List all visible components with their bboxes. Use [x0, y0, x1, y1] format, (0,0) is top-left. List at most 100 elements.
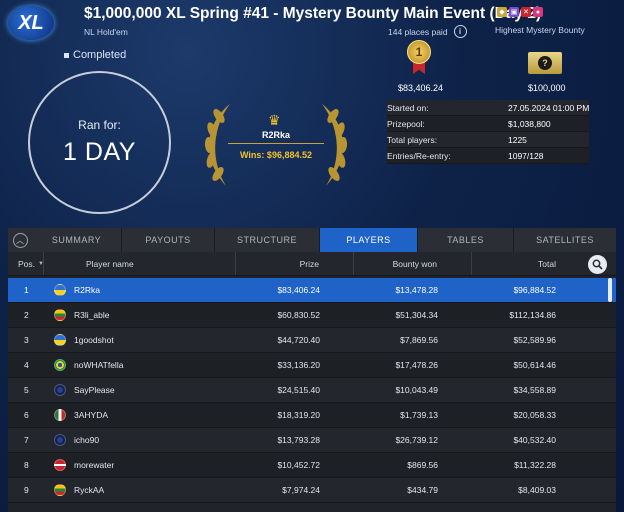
player-total: $34,558.89	[513, 385, 556, 395]
table-row[interactable]: 3 1goodshot $44,720.40 $7,869.56 $52,589.96	[8, 328, 616, 353]
ran-for-label: Ran for:	[78, 118, 121, 132]
winner-divider	[228, 143, 324, 144]
col-total[interactable]: Total	[538, 258, 556, 269]
player-total: $96,884.52	[513, 285, 556, 295]
bounty-icon: ◆	[497, 7, 507, 17]
lobby-tabs: ︿ SUMMARY PAYOUTS STRUCTURE PLAYERS TABL…	[8, 228, 616, 252]
tab-satellites[interactable]: SATELLITES	[536, 235, 594, 245]
winner-badge: ♛ R2Rka Wins: $96,884.52	[192, 96, 360, 192]
places-paid-label: 144 places paid	[388, 26, 448, 37]
player-name-cell: 1goodshot	[44, 328, 236, 352]
tab-players[interactable]: PLAYERS	[320, 228, 418, 252]
player-total: $50,614.46	[513, 360, 556, 370]
player-bounty: $13,478.28	[395, 285, 438, 295]
places-paid: 144 places paid i	[388, 25, 467, 38]
player-position: 8	[24, 460, 29, 470]
country-flag-icon	[54, 384, 66, 396]
chevron-up-icon: ︿	[12, 232, 28, 248]
player-name-cell: SayPlease	[44, 378, 236, 402]
player-total: $8,409.03	[518, 485, 556, 495]
player-prize: $60,830.52	[277, 310, 320, 320]
player-prize: $33,136.20	[277, 360, 320, 370]
player-prize: $24,515.40	[277, 385, 320, 395]
mystery-bounty-envelope-icon: ?	[528, 52, 562, 74]
country-flag-icon	[54, 434, 66, 446]
player-name-cell: R3li_able	[44, 303, 236, 327]
player-name: 3AHYDA	[74, 410, 109, 420]
laurel-wreath-icon	[204, 104, 348, 186]
search-icon	[592, 259, 603, 270]
stat-row: Prizepool: $1,038,800	[387, 116, 590, 132]
collapse-toggle[interactable]: ︿	[8, 228, 32, 252]
player-total: $11,322.28	[514, 460, 556, 470]
mystery-bounty-value: $100,000	[528, 83, 566, 93]
player-total: $52,589.96	[513, 335, 556, 345]
tournament-feature-icons: ◆ ▣ ✕ ●	[497, 7, 543, 17]
country-flag-icon	[54, 309, 66, 321]
search-button[interactable]	[588, 255, 607, 274]
col-player-name[interactable]: Player name	[44, 252, 236, 275]
winner-name: R2Rka	[261, 130, 290, 140]
highest-mystery-bounty-label: Highest Mystery Bounty	[495, 25, 585, 35]
table-row[interactable]: 5 SayPlease $24,515.40 $10,043.49 $34,558.89	[8, 378, 616, 403]
tab-payouts[interactable]: PAYOUTS	[122, 228, 215, 252]
duration-ring: Ran for: 1 DAY	[28, 71, 171, 214]
player-name: noWHATfella	[74, 360, 124, 370]
stat-row: Started on: 27.05.2024 01:00 PM	[387, 100, 590, 116]
sort-caret-icon: ▼	[38, 260, 44, 267]
col-prize[interactable]: Prize	[236, 252, 354, 275]
player-bounty: $51,304.34	[395, 310, 438, 320]
player-bounty: $434.79	[407, 485, 438, 495]
player-position: 3	[24, 335, 29, 345]
country-flag-icon	[54, 484, 66, 496]
player-position: 2	[24, 310, 29, 320]
table-row[interactable]: 1 R2Rka $83,406.24 $13,478.28 $96,884.52	[8, 278, 616, 303]
xl-logo: XL	[8, 6, 54, 40]
player-prize: $13,793.28	[277, 435, 320, 445]
status-dot-icon	[64, 52, 69, 58]
tab-summary[interactable]: SUMMARY	[32, 228, 122, 252]
player-name: morewater	[74, 460, 115, 470]
player-position: 5	[24, 385, 29, 395]
player-name: SayPlease	[74, 385, 115, 395]
player-prize: $83,406.24	[277, 285, 320, 295]
table-row[interactable]: 4 noWHATfella $33,136.20 $17,478.26 $50,614.…	[8, 353, 616, 378]
tab-tables[interactable]: TABLES	[418, 228, 514, 252]
col-bounty[interactable]: Bounty won	[354, 252, 472, 275]
table-row[interactable]: 2 R3li_able $60,830.52 $51,304.34 $112,134.8…	[8, 303, 616, 328]
table-row[interactable]: 6 3AHYDA $18,319.20 $1,739.13 $20,058.33	[8, 403, 616, 428]
player-name-cell: R2Rka	[44, 278, 236, 302]
info-icon[interactable]: i	[453, 25, 467, 38]
player-name: icho90	[74, 435, 100, 445]
player-bounty: $10,043.49	[395, 385, 438, 395]
player-name: RyckAA	[74, 485, 105, 495]
player-total: $20,058.33	[513, 410, 556, 420]
table-row[interactable]: 7 icho90 $13,793.28 $26,739.12 $40,532.40	[8, 428, 616, 453]
player-name-cell: morewater	[44, 453, 236, 477]
player-position: 9	[24, 485, 29, 495]
ran-for-value: 1 DAY	[63, 138, 136, 166]
player-bounty: $26,739.12	[395, 435, 438, 445]
player-name: R3li_able	[74, 310, 110, 320]
status-label: Completed	[73, 49, 127, 61]
country-flag-icon	[54, 334, 66, 346]
player-name-cell: icho90	[44, 428, 236, 452]
table-row[interactable]: 8 morewater $10,452.72 $869.56 $11,322.28	[8, 453, 616, 478]
stat-row: Total players: 1225	[387, 132, 590, 148]
crown-icon: ♛	[268, 112, 281, 128]
player-position: 4	[24, 360, 29, 370]
player-total: $112,134.86	[509, 310, 556, 320]
tab-structure[interactable]: STRUCTURE	[215, 228, 320, 252]
player-name: R2Rka	[74, 285, 100, 295]
table-scrollbar[interactable]	[608, 278, 612, 302]
country-flag-icon	[54, 409, 66, 421]
first-place-medal-icon: 1	[407, 40, 433, 76]
mystery-icon: ▣	[509, 7, 519, 17]
table-row[interactable]: 9 RyckAA $7,974.24 $434.79 $8,409.03	[8, 478, 616, 503]
tournament-title: $1,000,000 XL Spring #41 - Mystery Bount…	[84, 5, 542, 22]
winner-winnings: Wins: $96,884.52	[240, 150, 312, 160]
player-name-cell: noWHATfella	[44, 353, 236, 377]
player-prize: $44,720.40	[277, 335, 320, 345]
col-pos[interactable]: Pos. ▼	[8, 252, 44, 275]
player-bounty: $869.56	[407, 460, 438, 470]
